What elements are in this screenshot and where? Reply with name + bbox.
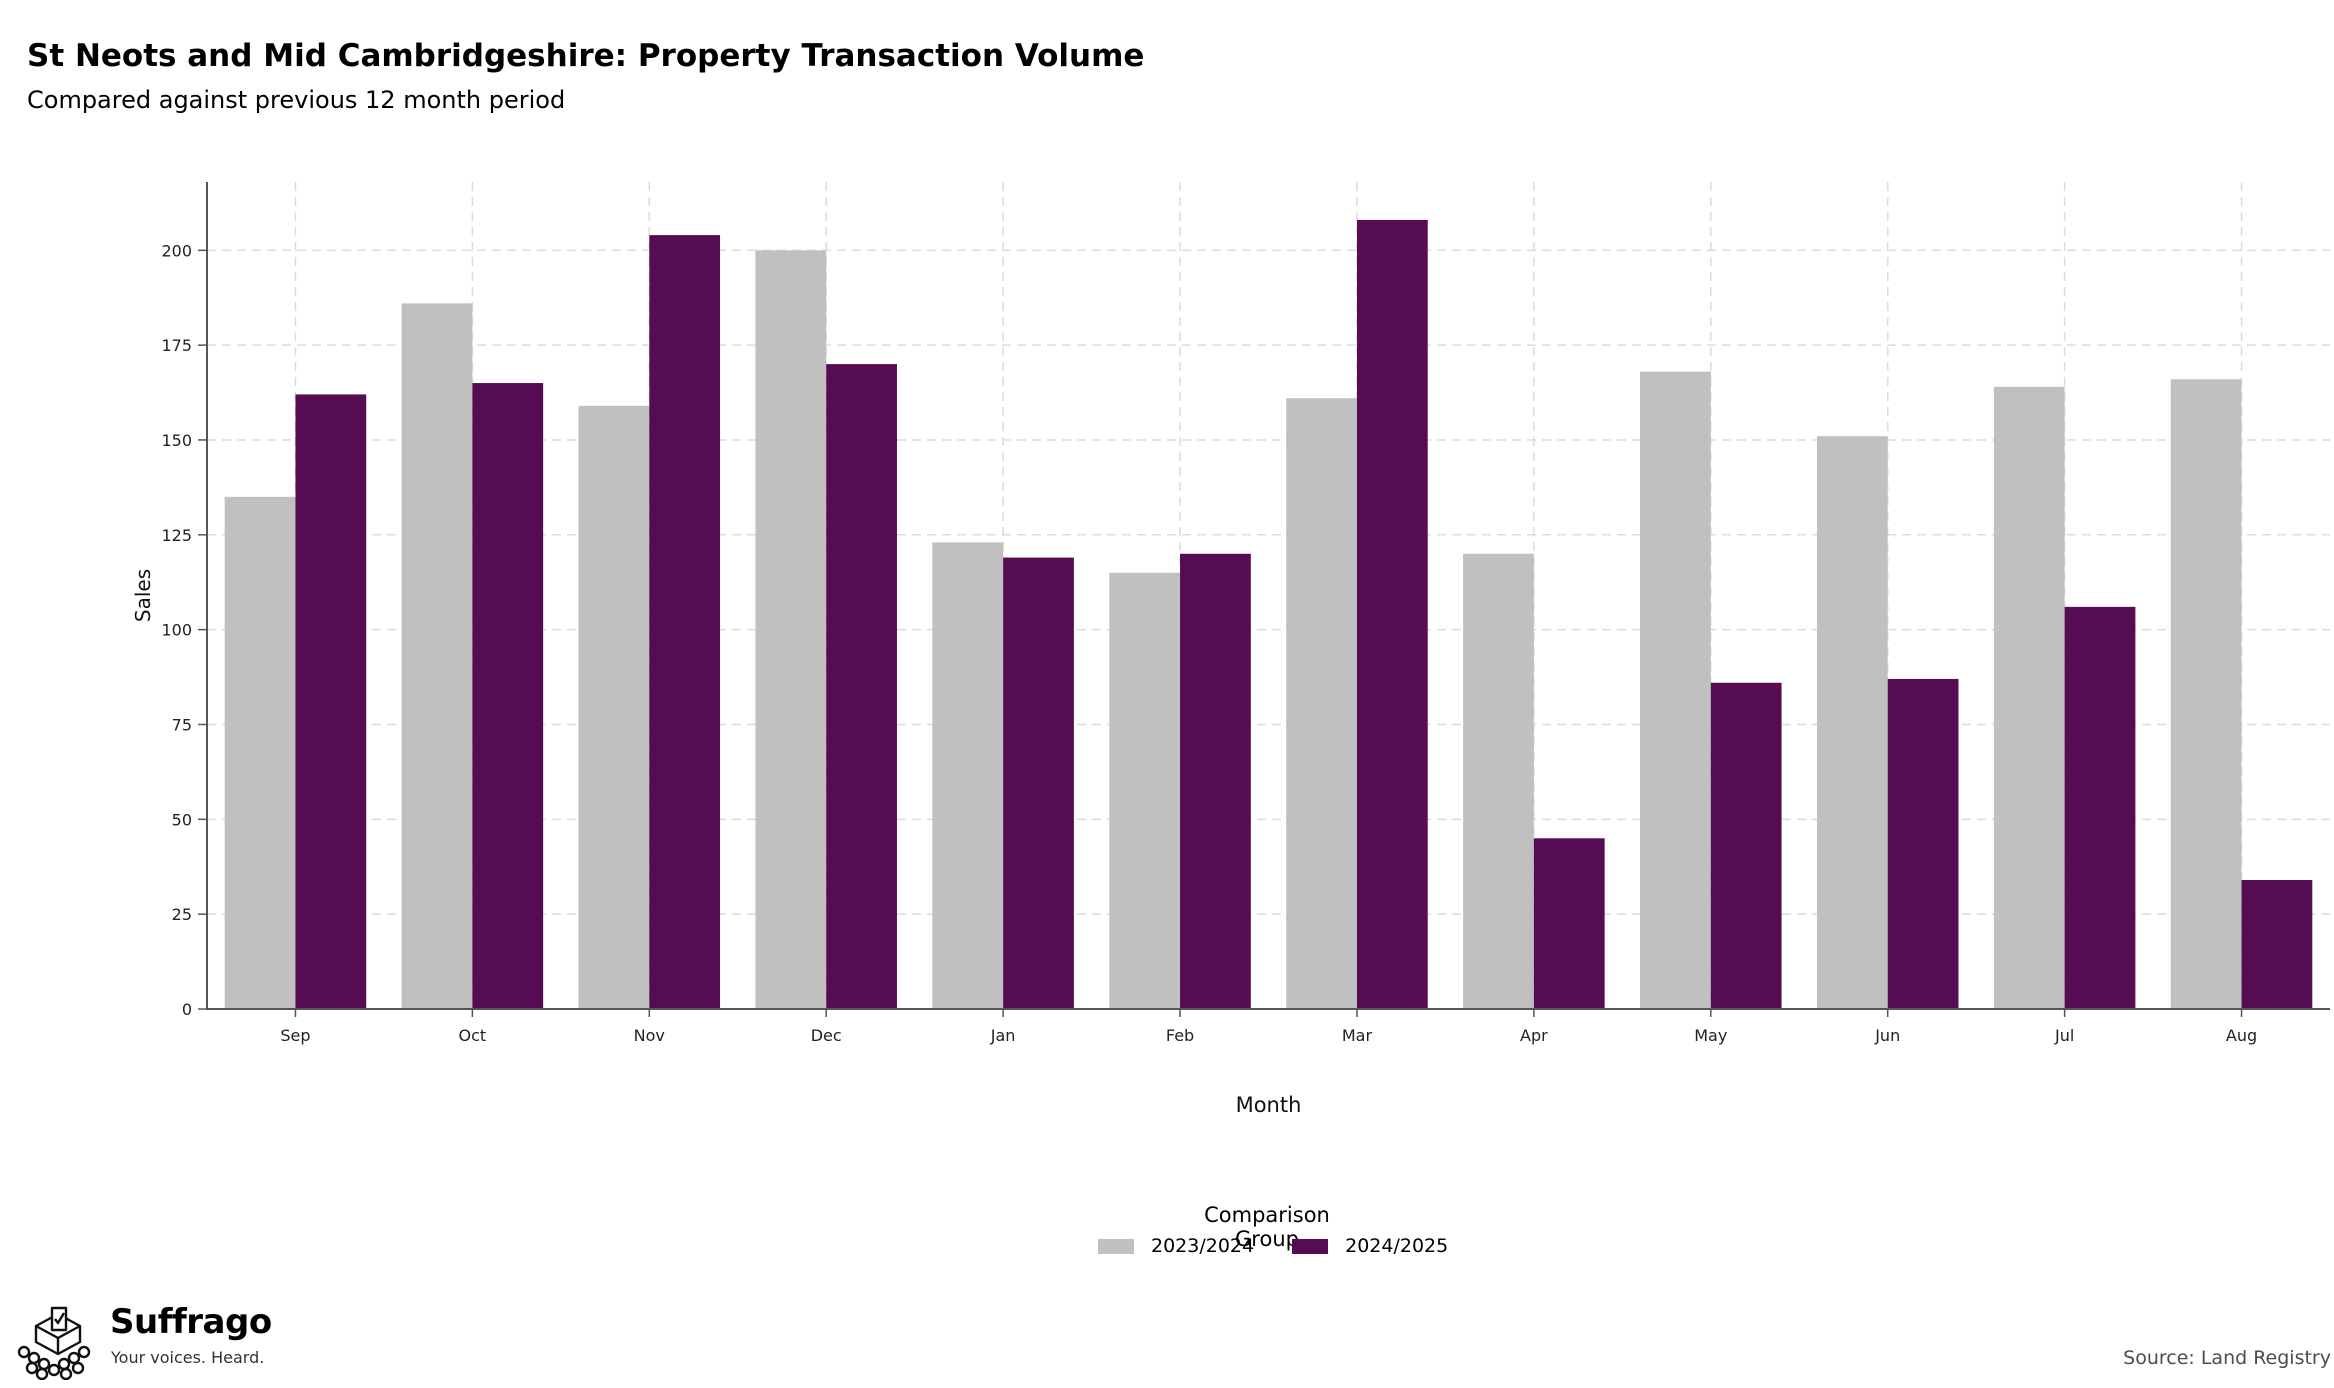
- bar-2024-2025-nov: [649, 235, 721, 1009]
- bar-2023-2024-apr: [1463, 553, 1534, 1009]
- legend-item-2024: 2024/2025: [1292, 1235, 1448, 1257]
- x-axis-title: Month: [1236, 1093, 1302, 1117]
- bar-2024-2025-jun: [1887, 678, 1959, 1009]
- bar-2024-2025-aug: [2241, 880, 2313, 1009]
- ballot-box-crowd-icon: [17, 1306, 91, 1380]
- y-tick-label: 150: [161, 431, 192, 450]
- y-tick-label: 0: [182, 1000, 192, 1019]
- y-axis-title: Sales: [131, 569, 155, 622]
- x-tick-label: Apr: [1520, 1026, 1548, 1045]
- chart-subtitle: Compared against previous 12 month perio…: [27, 86, 566, 114]
- x-tick-label: Jan: [990, 1026, 1016, 1045]
- axis-labels: 0 25 50 75 100 125 150 175 200 Sep Oct Nov Dec Jan Feb…: [131, 241, 2257, 1117]
- y-tick-label: 175: [161, 336, 192, 355]
- chart-title: St Neots and Mid Cambridgeshire: Propert…: [27, 38, 1145, 74]
- legend: 2023/2024 2024/2025: [1098, 1234, 1486, 1258]
- legend-label-2023: 2023/2024: [1151, 1235, 1255, 1257]
- bar-2023-2024-dec: [755, 250, 827, 1009]
- brand-tagline: Your voices. Heard.: [111, 1348, 265, 1367]
- bar-2023-2024-may: [1640, 371, 1711, 1009]
- y-tick-label: 25: [172, 905, 192, 924]
- bars: [224, 219, 2313, 1010]
- bar-2023-2024-jun: [1816, 436, 1888, 1009]
- bar-2023-2024-aug: [2170, 379, 2242, 1009]
- x-tick-label: Dec: [811, 1026, 842, 1045]
- x-tick-label: Oct: [459, 1026, 487, 1045]
- bar-2023-2024-jan: [932, 542, 1004, 1009]
- legend-title: Comparison Group: [1204, 1203, 1330, 1251]
- source-note: Source: Land Registry: [2123, 1347, 2331, 1369]
- bar-2023-2024-feb: [1109, 572, 1181, 1009]
- x-tick-label: Jul: [2054, 1026, 2074, 1045]
- legend-swatch-2023: [1098, 1238, 1134, 1254]
- brand-name: Suffrago: [110, 1302, 272, 1342]
- bar-2024-2025-dec: [826, 364, 897, 1009]
- bar-2024-2025-jan: [1003, 557, 1074, 1009]
- bar-2023-2024-nov: [578, 405, 650, 1009]
- x-tick-label: Mar: [1342, 1026, 1373, 1045]
- legend-label-2024: 2024/2025: [1345, 1235, 1449, 1257]
- y-tick-label: 100: [161, 621, 192, 640]
- bar-2024-2025-mar: [1356, 219, 1428, 1009]
- bar-2024-2025-sep: [295, 394, 367, 1009]
- legend-swatch-2024: [1292, 1238, 1329, 1254]
- bar-2024-2025-oct: [472, 383, 544, 1009]
- y-tick-label: 50: [172, 810, 192, 829]
- y-tick-label: 125: [161, 526, 192, 545]
- x-tick-label: Jun: [1874, 1026, 1900, 1045]
- x-tick-label: May: [1694, 1026, 1727, 1045]
- bar-2024-2025-may: [1710, 682, 1782, 1009]
- y-tick-label: 200: [161, 241, 192, 260]
- x-tick-label: Nov: [634, 1026, 665, 1045]
- x-tick-label: Sep: [280, 1026, 310, 1045]
- bar-2024-2025-apr: [1533, 838, 1605, 1009]
- bar-2024-2025-jul: [2064, 606, 2136, 1009]
- axes: [198, 182, 2330, 1017]
- x-tick-label: Feb: [1166, 1026, 1194, 1045]
- x-tick-label: Aug: [2226, 1026, 2257, 1045]
- bar-2023-2024-sep: [224, 496, 296, 1010]
- bar-2023-2024-oct: [401, 303, 473, 1009]
- legend-item-2023: 2023/2024: [1098, 1235, 1254, 1257]
- bar-2023-2024-jul: [1993, 386, 2065, 1009]
- bar-chart: 0 25 50 75 100 125 150 175 200 Sep Oct Nov Dec Jan Feb…: [131, 182, 2330, 1117]
- bar-2023-2024-mar: [1286, 398, 1357, 1009]
- bar-2024-2025-feb: [1180, 553, 1251, 1009]
- y-tick-label: 75: [172, 715, 192, 734]
